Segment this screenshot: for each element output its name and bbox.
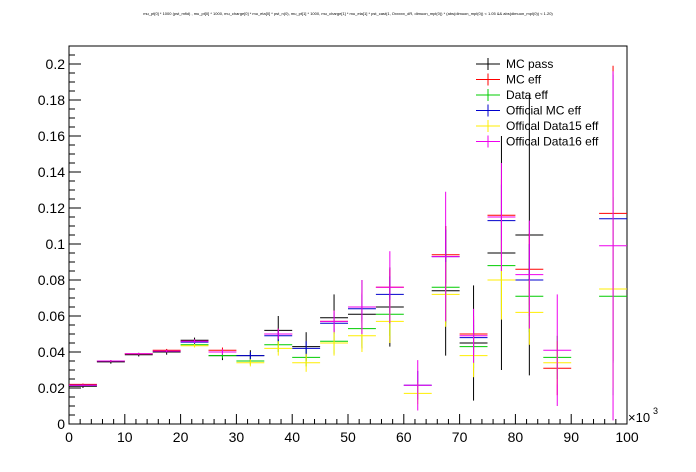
y-tick-label: 0.16 (38, 128, 65, 144)
y-tick-label: 0.06 (38, 308, 65, 324)
x-tick-label: 50 (340, 429, 356, 445)
y-tick-label: 0.04 (38, 344, 65, 360)
x-tick-label: 60 (396, 429, 412, 445)
data-point (124, 352, 153, 355)
x-tick-label: 90 (563, 429, 579, 445)
data-point (264, 341, 293, 356)
data-point (264, 328, 293, 340)
data-point (459, 308, 488, 363)
data-point (69, 384, 97, 387)
y-tick-label: 0.2 (46, 56, 66, 72)
data-point (487, 163, 516, 271)
series-2 (180, 197, 627, 396)
data-point (320, 330, 348, 356)
legend-label: MC pass (506, 57, 553, 71)
chart-title: mu_pt[0] * 1000 (pst_mfid) , mu_pt[0] * … (143, 11, 553, 16)
data-point (431, 191, 460, 322)
x-tick-label: 0 (65, 429, 73, 445)
legend-entry: MC pass (476, 57, 553, 71)
legend-label: Offical Data16 eff (506, 135, 599, 149)
y-tick-label: 0.14 (38, 164, 65, 180)
series-4 (180, 190, 627, 405)
legend-entry: Offical Data16 eff (476, 135, 599, 149)
legend-label: Official MC eff (506, 104, 582, 118)
axes: 0 10 20 30 40 50 60 70 80 90 100 0 0.02 0.04 0.06 0.08 0… (38, 45, 658, 445)
data-point (292, 341, 321, 356)
data-point (236, 359, 265, 367)
data-marks (69, 65, 627, 421)
data-point (180, 343, 209, 348)
data-point (543, 294, 572, 406)
data-point (208, 349, 237, 355)
data-point (292, 353, 321, 372)
x-axis-multiplier-exponent: 3 (653, 406, 658, 416)
legend-entry: Data eff (476, 88, 548, 102)
legend-label: Data eff (506, 88, 548, 102)
x-tick-label: 30 (229, 429, 245, 445)
data-point (320, 310, 348, 333)
y-tick-label: 0.02 (38, 380, 65, 396)
x-axis-multiplier: ×10 (628, 410, 650, 425)
x-tick-label: 40 (284, 429, 300, 445)
series-5 (69, 71, 627, 421)
legend-label: Offical Data15 eff (506, 119, 599, 133)
data-point (348, 280, 376, 334)
legend-entry: Offical Data15 eff (476, 119, 599, 133)
x-tick-label: 100 (615, 429, 639, 445)
y-tick-label: 0 (57, 416, 65, 432)
legend-entry: Official MC eff (476, 104, 582, 118)
data-point (403, 360, 432, 411)
x-tick-label: 20 (173, 429, 189, 445)
x-tick-label: 80 (508, 429, 524, 445)
data-point (599, 71, 627, 421)
data-point (236, 352, 265, 360)
y-tick-label: 0.18 (38, 92, 65, 108)
data-point (375, 251, 404, 324)
x-tick-label: 10 (117, 429, 133, 445)
data-point (515, 220, 544, 329)
data-point (180, 339, 209, 343)
data-point (152, 349, 181, 353)
data-point (96, 360, 125, 362)
legend-label: MC eff (506, 73, 542, 87)
y-tick-label: 0.12 (38, 200, 65, 216)
x-tick-label: 70 (452, 429, 468, 445)
legend-entry: MC eff (476, 73, 542, 87)
y-tick-label: 0.08 (38, 272, 65, 288)
y-tick-label: 0.1 (46, 236, 66, 252)
